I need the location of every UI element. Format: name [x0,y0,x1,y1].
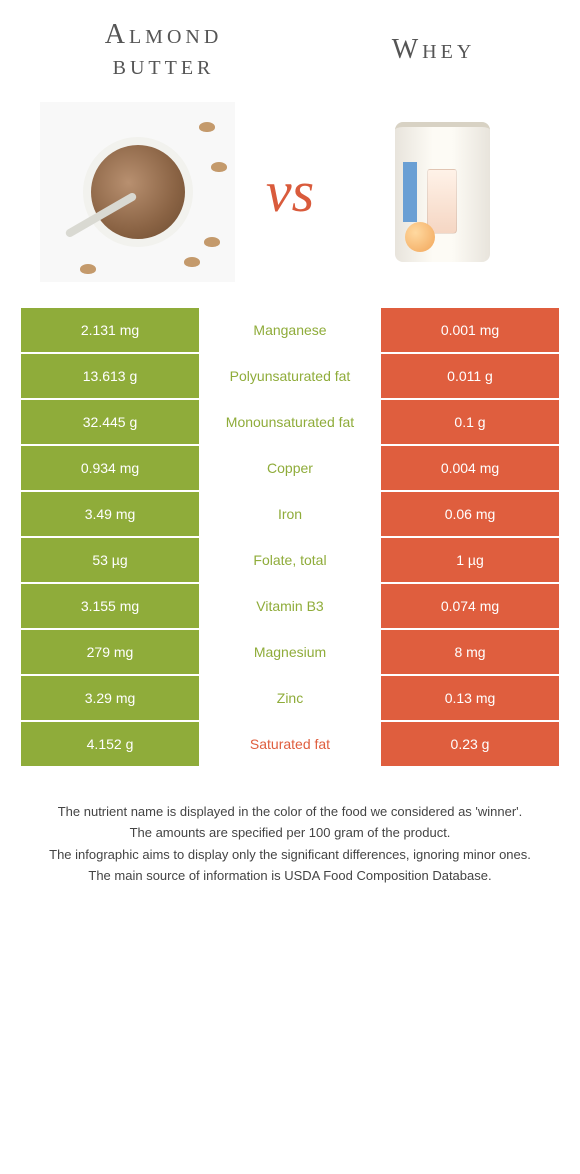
table-row: 3.155 mgVitamin B30.074 mg [20,583,560,629]
nutrient-name: Magnesium [200,629,380,675]
right-value: 0.06 mg [380,491,560,537]
nutrient-name: Zinc [200,675,380,721]
nutrient-name: Copper [200,445,380,491]
right-value: 0.011 g [380,353,560,399]
left-title-line2: butter [105,51,223,82]
left-value: 13.613 g [20,353,200,399]
images-row: vs [20,102,560,307]
footnote-line: The nutrient name is displayed in the co… [35,802,545,822]
footnote-line: The amounts are specified per 100 gram o… [35,823,545,843]
table-row: 32.445 gMonounsaturated fat0.1 g [20,399,560,445]
left-value: 53 µg [20,537,200,583]
table-row: 2.131 mgManganese0.001 mg [20,307,560,353]
nutrient-name: Manganese [200,307,380,353]
table-row: 53 µgFolate, total1 µg [20,537,560,583]
vs-label: vs [266,158,314,225]
table-row: 3.29 mgZinc0.13 mg [20,675,560,721]
right-value: 1 µg [380,537,560,583]
nutrient-name: Vitamin B3 [200,583,380,629]
right-value: 0.004 mg [380,445,560,491]
nutrient-table: 2.131 mgManganese0.001 mg13.613 gPolyuns… [20,307,560,767]
table-row: 279 mgMagnesium8 mg [20,629,560,675]
right-value: 8 mg [380,629,560,675]
left-value: 32.445 g [20,399,200,445]
table-row: 4.152 gSaturated fat0.23 g [20,721,560,767]
right-food-image [345,102,540,282]
footnotes: The nutrient name is displayed in the co… [20,802,560,886]
left-value: 3.29 mg [20,675,200,721]
almond-butter-bowl-icon [83,137,193,247]
right-value: 0.13 mg [380,675,560,721]
left-value: 2.131 mg [20,307,200,353]
left-title-line1: Almond [105,20,223,51]
infographic-container: Almond butter Whey vs 2.131 mgManganese0… [0,0,580,908]
table-row: 13.613 gPolyunsaturated fat0.011 g [20,353,560,399]
table-row: 3.49 mgIron0.06 mg [20,491,560,537]
right-value: 0.23 g [380,721,560,767]
nutrient-name: Iron [200,491,380,537]
left-food-title: Almond butter [105,20,223,82]
nutrient-name: Polyunsaturated fat [200,353,380,399]
footnote-line: The main source of information is USDA F… [35,866,545,886]
left-value: 4.152 g [20,721,200,767]
right-food-title: Whey [392,35,476,66]
left-food-image [40,102,235,282]
header-row: Almond butter Whey [20,20,560,82]
nutrient-name: Folate, total [200,537,380,583]
footnote-line: The infographic aims to display only the… [35,845,545,865]
right-value: 0.1 g [380,399,560,445]
right-value: 0.074 mg [380,583,560,629]
table-row: 0.934 mgCopper0.004 mg [20,445,560,491]
left-value: 0.934 mg [20,445,200,491]
left-value: 3.155 mg [20,583,200,629]
nutrient-name: Saturated fat [200,721,380,767]
nutrient-name: Monounsaturated fat [200,399,380,445]
left-value: 3.49 mg [20,491,200,537]
right-value: 0.001 mg [380,307,560,353]
left-value: 279 mg [20,629,200,675]
whey-can-icon [395,122,490,262]
